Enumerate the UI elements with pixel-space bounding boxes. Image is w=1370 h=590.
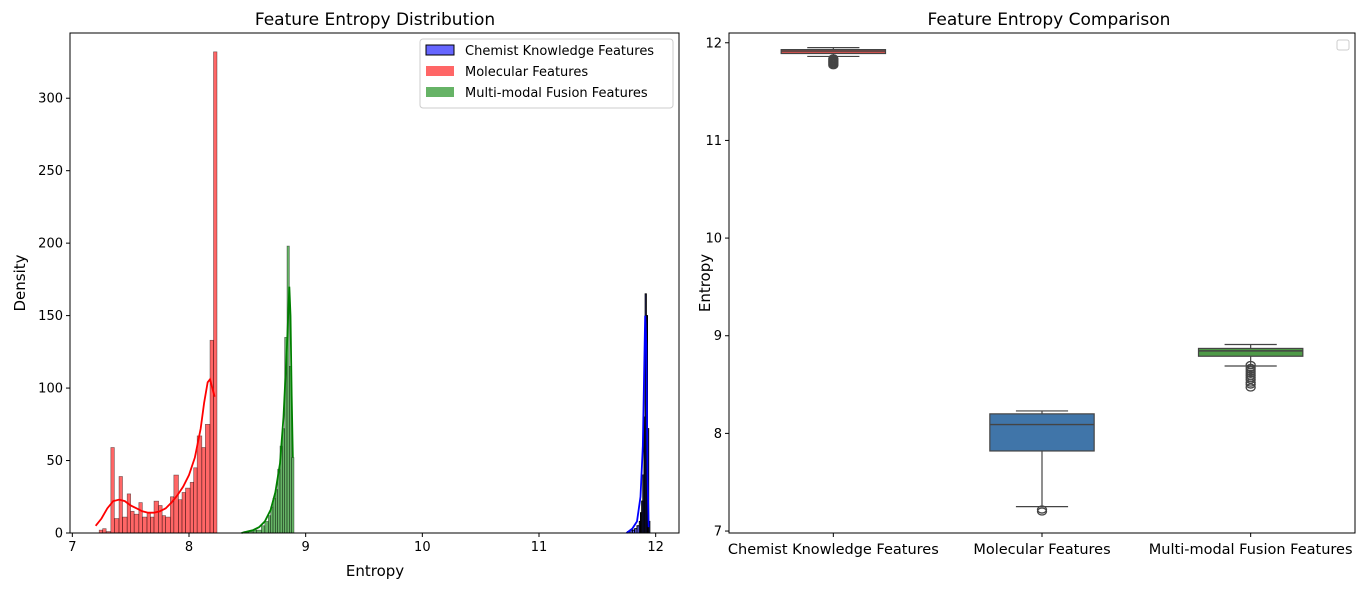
histogram-x-ticks: 7 8 9 10 11 12 (68, 533, 664, 555)
kde-line (241, 286, 294, 534)
kde-line (94, 377, 216, 527)
hist-bar (282, 428, 285, 534)
hist-bar (161, 515, 166, 534)
boxplot-y-ticks: 7 8 9 10 11 12 (705, 36, 729, 540)
boxplot-plot-area (780, 47, 1304, 516)
x-tick-label: 11 (531, 540, 548, 555)
hist-bar (268, 515, 271, 534)
boxplot-x-ticks: Chemist Knowledge Features Molecular Feat… (728, 533, 1353, 558)
boxplot-y-axis-label: Entropy (696, 254, 714, 312)
box-body (989, 413, 1095, 452)
y-tick-label: 50 (46, 454, 63, 469)
hist-bar (201, 447, 206, 534)
y-tick-label: 200 (38, 237, 63, 252)
outlier-point (828, 61, 839, 70)
histogram-y-ticks: 0 50 100 150 200 250 300 (38, 92, 70, 542)
x-tick-label: Chemist Knowledge Features (728, 542, 939, 558)
y-tick-label: 100 (38, 382, 63, 397)
histogram-legend-frame (419, 38, 674, 109)
box-body (1197, 347, 1304, 357)
hist-bar (173, 474, 179, 534)
y-tick-label: 300 (38, 92, 63, 107)
hist-bar (185, 487, 191, 534)
kde-line (625, 315, 650, 534)
hist-bar (110, 447, 115, 534)
hist-bar (150, 516, 155, 534)
histogram-panel: Feature Entropy Distribution 7 8 9 10 11 12 0… (11, 10, 680, 580)
hist-series-0 (625, 293, 651, 534)
outlier-point (1245, 383, 1256, 392)
x-tick-label: Molecular Features (973, 542, 1110, 558)
hist-bar (126, 493, 131, 534)
hist-bar (213, 51, 218, 534)
y-tick-label: 9 (714, 329, 722, 344)
y-tick-label: 10 (705, 232, 722, 247)
outlier-point (1036, 507, 1048, 516)
hist-bar (264, 521, 269, 534)
legend-swatch (425, 44, 455, 56)
hist-bar (138, 502, 143, 534)
box-1 (989, 410, 1095, 516)
x-tick-label: 8 (185, 540, 193, 555)
boxplot-empty-legend (1336, 39, 1350, 51)
hist-bar (122, 516, 128, 534)
boxplot-title: Feature Entropy Comparison (928, 10, 1171, 30)
hist-bar (196, 435, 203, 534)
outlier-point (1245, 380, 1256, 389)
x-tick-label: 7 (68, 540, 76, 555)
legend-label: Multi-modal Fusion Features (465, 86, 648, 101)
hist-bar (165, 516, 171, 534)
histogram-x-axis-label: Entropy (346, 562, 404, 580)
legend-swatch (426, 87, 454, 97)
hist-bar (130, 510, 135, 534)
hist-bar (205, 424, 211, 534)
hist-bar (102, 528, 107, 534)
x-tick-label: 12 (647, 540, 664, 555)
hist-bar (209, 339, 214, 534)
histogram-y-axis-label: Density (11, 254, 29, 311)
hist-series-2 (241, 245, 295, 534)
boxplot-panel: Feature Entropy Comparison Chemist Knowl… (696, 10, 1356, 558)
legend-label: Chemist Knowledge Features (465, 44, 654, 59)
y-tick-label: 0 (55, 527, 63, 542)
hist-bar (193, 467, 198, 534)
hist-series-1 (94, 51, 218, 534)
y-tick-label: 11 (705, 134, 722, 149)
histogram-axes-frame (69, 32, 680, 534)
hist-bar (153, 500, 159, 534)
box-2 (1197, 343, 1304, 392)
outlier-point (1245, 375, 1256, 384)
legend-label: Molecular Features (465, 65, 588, 80)
hist-bar (272, 497, 276, 534)
y-tick-label: 250 (38, 164, 63, 179)
hist-bar (142, 516, 148, 534)
histogram-legend: Chemist Knowledge Features Molecular Feat… (419, 38, 674, 109)
y-tick-label: 150 (38, 309, 63, 324)
hist-bar (275, 489, 278, 534)
y-tick-label: 8 (714, 427, 722, 442)
histogram-title: Feature Entropy Distribution (255, 10, 495, 30)
hist-bar (118, 476, 123, 534)
hist-bar (291, 457, 295, 534)
y-tick-label: 12 (705, 36, 722, 51)
hist-bar (114, 518, 120, 534)
hist-bar (146, 512, 151, 534)
hist-bar (178, 499, 183, 534)
hist-bar (261, 525, 266, 534)
legend-swatch (426, 66, 454, 76)
x-tick-label: Multi-modal Fusion Features (1149, 542, 1353, 558)
x-tick-label: 9 (302, 540, 310, 555)
hist-bar (181, 492, 186, 534)
histogram-plot-area (94, 51, 651, 534)
hist-bar (189, 481, 194, 534)
x-tick-label: 10 (414, 540, 431, 555)
y-tick-label: 7 (714, 525, 722, 540)
box-0 (780, 47, 887, 70)
hist-bar (133, 513, 140, 534)
